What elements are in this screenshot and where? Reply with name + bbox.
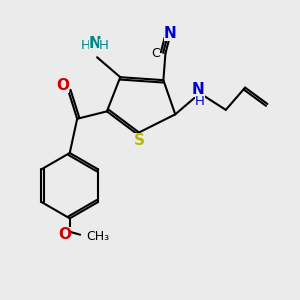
Text: H: H	[195, 95, 205, 108]
Text: O: O	[58, 226, 71, 242]
Text: H: H	[81, 39, 91, 52]
Text: H: H	[99, 39, 109, 52]
Text: O: O	[56, 78, 69, 93]
Text: CH₃: CH₃	[86, 230, 109, 243]
Text: N: N	[88, 35, 101, 50]
Text: N: N	[164, 26, 176, 41]
Text: S: S	[134, 133, 145, 148]
Text: N: N	[192, 82, 205, 97]
Text: C: C	[152, 47, 160, 60]
